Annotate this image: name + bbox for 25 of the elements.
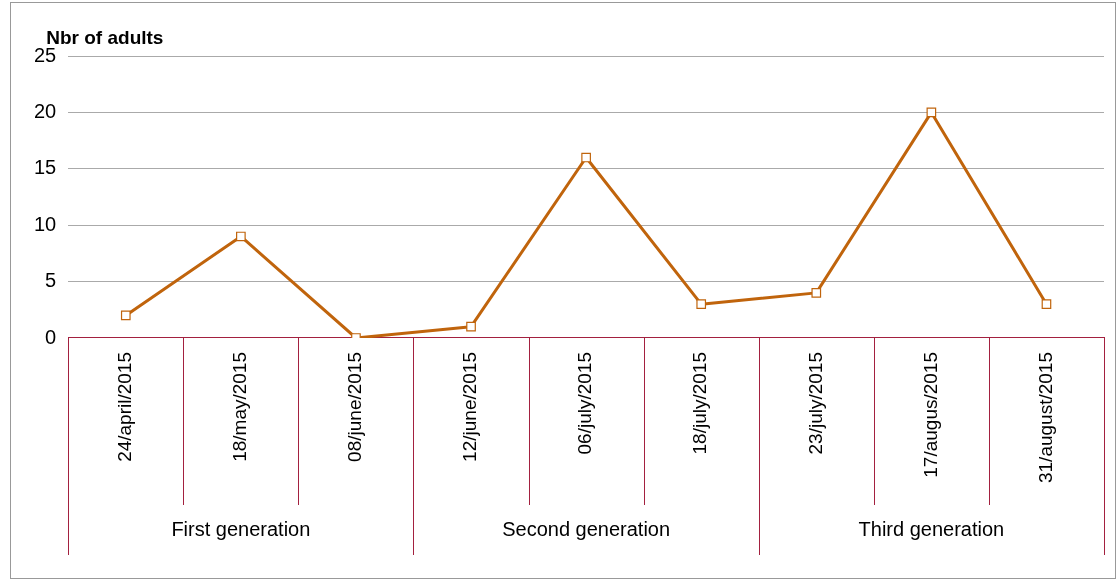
text: Second generation — [502, 517, 671, 540]
x-tick-label: 24/april/2015 — [114, 351, 136, 462]
x-tick-label: 17/augus/2015 — [919, 351, 941, 478]
x-tick-label: 23/july/2015 — [804, 351, 826, 455]
point — [926, 107, 937, 118]
x-tick-label: 18/may/2015 — [229, 351, 251, 462]
point — [811, 288, 822, 298]
text: Third generation — [858, 517, 1005, 540]
point — [1041, 299, 1052, 309]
point — [236, 231, 246, 242]
y-tick-label: 10 — [34, 212, 57, 235]
y-tick-label: 0 — [45, 325, 57, 348]
x-tick-label: 31/august/2015 — [1034, 351, 1056, 484]
point — [120, 310, 131, 321]
x-tick-label: 12/june/2015 — [459, 351, 481, 462]
y-tick-label: 15 — [34, 156, 57, 179]
text: First generation — [171, 517, 311, 540]
x-tick-label: 08/june/2015 — [344, 351, 366, 462]
point — [466, 321, 476, 332]
x-tick-label: 06/july/2015 — [574, 351, 596, 455]
point — [581, 152, 591, 163]
x-tick-label: 18/july/2015 — [689, 351, 711, 455]
y-tick-label: 20 — [34, 99, 57, 122]
point — [696, 299, 707, 309]
y-tick-label: 5 — [45, 269, 57, 292]
